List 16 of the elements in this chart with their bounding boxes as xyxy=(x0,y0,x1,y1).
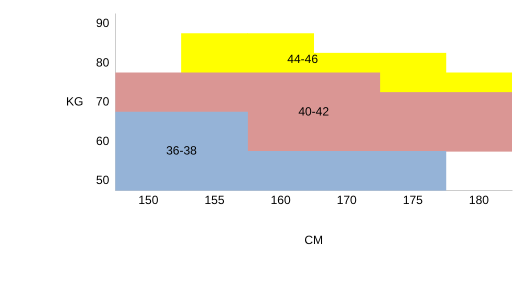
x-tick-label: 180 xyxy=(468,193,490,208)
y-tick-label: 90 xyxy=(96,16,110,30)
y-axis-title: KG xyxy=(66,94,84,109)
series-label: 36-38 xyxy=(166,144,198,158)
x-tick-label: 170 xyxy=(336,193,358,208)
y-tick-label: 80 xyxy=(96,55,110,70)
x-tick-label: 155 xyxy=(204,193,225,208)
x-tick-label: 160 xyxy=(270,193,291,208)
series-label: 40-42 xyxy=(298,104,330,118)
y-tick-label: 50 xyxy=(96,173,110,188)
y-tick-label: 70 xyxy=(96,94,110,109)
x-tick-label: 150 xyxy=(138,193,159,208)
y-tick-label: 60 xyxy=(96,134,110,148)
x-tick-label: 175 xyxy=(402,193,424,208)
x-axis-title: CM xyxy=(304,232,324,247)
series-label: 44-46 xyxy=(287,52,318,66)
